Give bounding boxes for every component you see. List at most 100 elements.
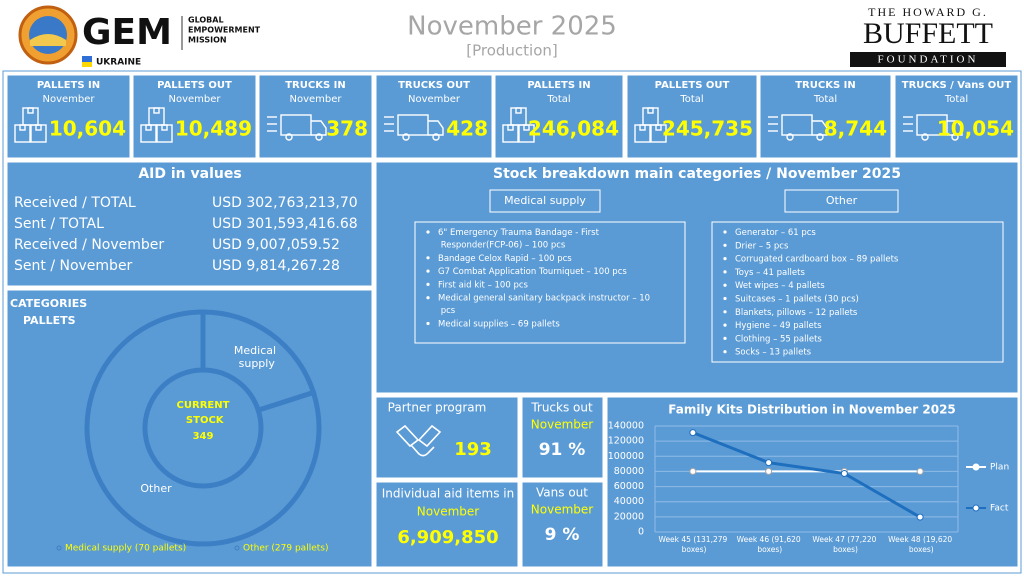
vans-share-panel <box>521 481 604 568</box>
sponsor-name: BUFFETT <box>863 17 993 50</box>
aid-value: USD 9,007,059.52 <box>212 237 340 253</box>
bullet <box>723 310 727 314</box>
bullet <box>426 282 430 286</box>
kpi-value: 10,489 <box>175 117 252 141</box>
chart-title: CATEGORIES <box>10 297 87 310</box>
icon-part <box>816 133 824 141</box>
kpi-period: November <box>168 94 221 105</box>
y-tick-label: 0 <box>638 527 644 538</box>
share-value: 9 % <box>545 525 580 545</box>
sponsor-band <box>850 52 1006 67</box>
y-tick-label: 140000 <box>608 421 644 432</box>
bullet <box>723 257 727 261</box>
kpi-label: PALLETS OUT <box>655 80 730 91</box>
kpi-tile <box>132 74 257 159</box>
bullet <box>426 256 430 260</box>
bullet <box>723 230 727 234</box>
icon-part <box>781 114 813 136</box>
stock-panel <box>375 161 1019 394</box>
trucks-share-panel <box>521 396 604 479</box>
aid-label: Sent / November <box>14 258 133 274</box>
truck-icon <box>903 114 963 141</box>
kpi-period: Total <box>679 94 703 105</box>
icon-part <box>315 133 323 141</box>
share-period: November <box>531 418 593 432</box>
bullet <box>723 323 727 327</box>
bullet <box>723 243 727 247</box>
legend-label: Other (279 pallets) <box>243 544 328 554</box>
page-subtitle: [Production] <box>466 42 558 60</box>
series-marker <box>689 467 697 475</box>
center-value: 349 <box>193 431 214 442</box>
aid-title: AID in values <box>138 166 241 182</box>
kpi-period: November <box>408 94 461 105</box>
donut-segment <box>200 309 317 414</box>
kpi-label: PALLETS IN <box>37 80 100 91</box>
segment-label: Medical supply <box>234 344 276 370</box>
segment-label: Other <box>140 482 172 495</box>
stock-item: Hygiene – 49 pallets <box>735 321 822 331</box>
kpi-period: Total <box>546 94 570 105</box>
kpi-period: November <box>289 94 342 105</box>
group-name: Medical supply <box>504 194 586 207</box>
x-tick-label: Week 47 (77,220 boxes) <box>812 535 876 554</box>
icon-part <box>153 107 160 114</box>
legend-marker <box>972 463 980 471</box>
individual-label: Individual aid items in <box>382 487 515 501</box>
truck-icon <box>267 114 327 141</box>
share-value: 91 % <box>539 440 586 460</box>
icon-part <box>27 107 34 114</box>
kpi-label: PALLETS OUT <box>157 80 232 91</box>
group-header-box <box>489 189 601 213</box>
sponsor-top: THE HOWARD G. <box>868 5 988 19</box>
kpi-label: TRUCKS OUT <box>398 80 470 91</box>
x-tick-label: Week 48 (19,620 boxes) <box>888 535 952 554</box>
bullet <box>723 270 727 274</box>
kpi-value: 10,604 <box>49 117 126 141</box>
icon-part <box>647 107 654 114</box>
group-list-box <box>414 221 686 344</box>
y-tick-label: 20000 <box>614 511 644 522</box>
aid-label: Received / TOTAL <box>14 195 136 211</box>
icon-part <box>285 133 293 141</box>
share-label: Trucks out <box>530 401 593 415</box>
individual-panel <box>375 481 519 568</box>
page-title: November 2025 <box>407 12 617 42</box>
kpi-tile <box>258 74 373 159</box>
donut-segment <box>84 309 322 547</box>
legend-swatch <box>56 545 62 551</box>
bullet <box>723 296 727 301</box>
stock-item: Toys – 41 pallets <box>734 267 805 277</box>
kpi-label: TRUCKS IN <box>795 80 856 91</box>
bullet <box>723 283 727 287</box>
legend-swatch <box>234 545 240 551</box>
stock-item: First aid kit – 100 pcs <box>438 280 529 290</box>
aid-label: Sent / TOTAL <box>14 216 104 232</box>
sponsor-bottom: FOUNDATION <box>878 54 979 66</box>
box-icon <box>502 107 535 143</box>
kpi-value: 428 <box>446 117 488 141</box>
org-name: GEM <box>82 12 172 53</box>
kpi-tile <box>375 74 493 159</box>
series-line <box>692 431 921 519</box>
icon-part <box>921 133 929 141</box>
chart-subtitle: PALLETS <box>23 314 76 327</box>
aid-value: USD 301,593,416.68 <box>212 216 358 232</box>
stock-item: Generator – 61 pcs <box>735 228 816 238</box>
icon-part <box>786 133 794 141</box>
legend-label: Plan <box>990 463 1009 473</box>
series-marker <box>840 470 848 478</box>
kpi-period: November <box>42 94 95 105</box>
mission-line: GLOBAL <box>188 16 224 25</box>
bullet <box>426 269 430 273</box>
aid-panel <box>6 161 373 287</box>
stock-item: Corrugated cardboard box – 89 pallets <box>735 254 899 264</box>
icon-part <box>397 114 429 136</box>
aid-value: USD 9,814,267.28 <box>212 258 340 274</box>
individual-period: November <box>417 505 479 519</box>
box-icon <box>14 107 47 143</box>
kpi-tile <box>6 74 131 159</box>
icon-part <box>916 114 948 136</box>
legend-label: Fact <box>990 504 1009 514</box>
y-tick-label: 80000 <box>614 466 644 477</box>
